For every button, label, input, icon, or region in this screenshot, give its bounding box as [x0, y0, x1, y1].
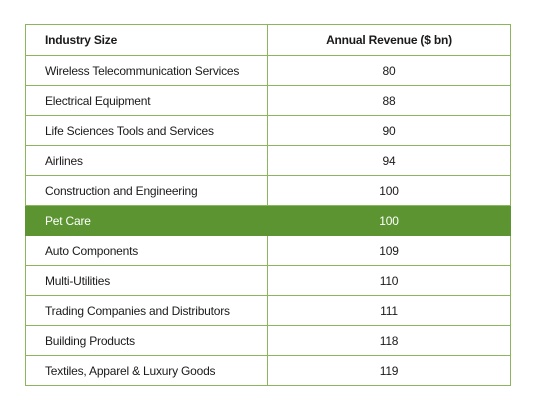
table-row: Auto Components 109 [25, 235, 511, 266]
table-row: Building Products 118 [25, 325, 511, 356]
annual-revenue-value: 111 [267, 295, 511, 326]
annual-revenue-value: 118 [267, 325, 511, 356]
industry-name: Building Products [25, 325, 268, 356]
annual-revenue-value: 110 [267, 265, 511, 296]
table-row-highlighted: Pet Care 100 [25, 205, 511, 236]
header-annual-revenue: Annual Revenue ($ bn) [267, 24, 511, 56]
table-row: Life Sciences Tools and Services 90 [25, 115, 511, 146]
annual-revenue-value: 100 [267, 205, 511, 236]
annual-revenue-value: 100 [267, 175, 511, 206]
industry-name: Multi-Utilities [25, 265, 268, 296]
table-row: Airlines 94 [25, 145, 511, 176]
annual-revenue-value: 90 [267, 115, 511, 146]
industry-name: Pet Care [25, 205, 268, 236]
industry-name: Life Sciences Tools and Services [25, 115, 268, 146]
industry-name: Construction and Engineering [25, 175, 268, 206]
table-row: Wireless Telecommunication Services 80 [25, 55, 511, 86]
industry-name: Trading Companies and Distributors [25, 295, 268, 326]
annual-revenue-value: 94 [267, 145, 511, 176]
industry-revenue-table: Industry Size Annual Revenue ($ bn) Wire… [25, 24, 511, 386]
table-row: Construction and Engineering 100 [25, 175, 511, 206]
annual-revenue-value: 119 [267, 355, 511, 386]
industry-name: Electrical Equipment [25, 85, 268, 116]
annual-revenue-value: 88 [267, 85, 511, 116]
table-header-row: Industry Size Annual Revenue ($ bn) [25, 24, 511, 56]
industry-name: Wireless Telecommunication Services [25, 55, 268, 86]
table-row: Multi-Utilities 110 [25, 265, 511, 296]
annual-revenue-value: 80 [267, 55, 511, 86]
industry-name: Auto Components [25, 235, 268, 266]
industry-name: Airlines [25, 145, 268, 176]
industry-name: Textiles, Apparel & Luxury Goods [25, 355, 268, 386]
annual-revenue-value: 109 [267, 235, 511, 266]
table-row: Electrical Equipment 88 [25, 85, 511, 116]
header-industry-size: Industry Size [25, 24, 268, 56]
table-row: Textiles, Apparel & Luxury Goods 119 [25, 355, 511, 386]
table-row: Trading Companies and Distributors 111 [25, 295, 511, 326]
